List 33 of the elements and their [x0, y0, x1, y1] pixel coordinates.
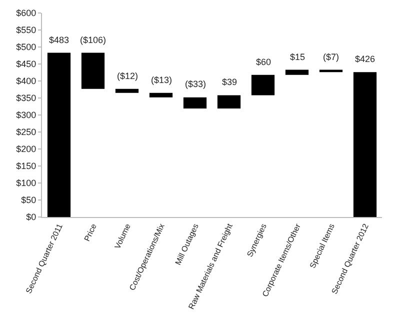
- y-tick-label: $150: [16, 161, 36, 172]
- data-label: ($7): [323, 52, 340, 62]
- y-tick-label: $600: [16, 8, 36, 18]
- y-tick-label: $350: [16, 93, 36, 104]
- data-label: $39: [222, 77, 238, 87]
- y-tick-label: $400: [16, 76, 36, 86]
- bar: [149, 92, 173, 98]
- data-label: $60: [256, 57, 272, 67]
- y-tick-label: $50: [21, 195, 36, 206]
- bar: [81, 52, 105, 89]
- y-tick-label: $550: [16, 25, 36, 36]
- data-label: $426: [355, 54, 376, 64]
- y-tick-label: $200: [16, 144, 36, 154]
- data-label: $483: [49, 35, 70, 45]
- y-tick-label: $100: [16, 178, 36, 188]
- y-tick-label: $0: [26, 212, 36, 222]
- y-tick-label: $450: [16, 59, 36, 70]
- x-tick-label: Price: [82, 222, 99, 243]
- bar: [183, 97, 207, 109]
- bar: [285, 70, 309, 75]
- data-label: ($13): [151, 75, 172, 85]
- bar: [353, 72, 377, 217]
- bar: [217, 95, 241, 109]
- y-tick-label: $250: [16, 127, 36, 138]
- data-label: $15: [290, 52, 306, 62]
- data-label: ($12): [117, 71, 138, 81]
- bar: [251, 74, 275, 96]
- bar: [47, 52, 71, 217]
- bar: [115, 88, 139, 93]
- y-tick-label: $300: [16, 110, 36, 120]
- y-tick-label: $500: [16, 42, 36, 52]
- data-label: ($106): [80, 35, 106, 45]
- data-label: ($33): [185, 79, 206, 89]
